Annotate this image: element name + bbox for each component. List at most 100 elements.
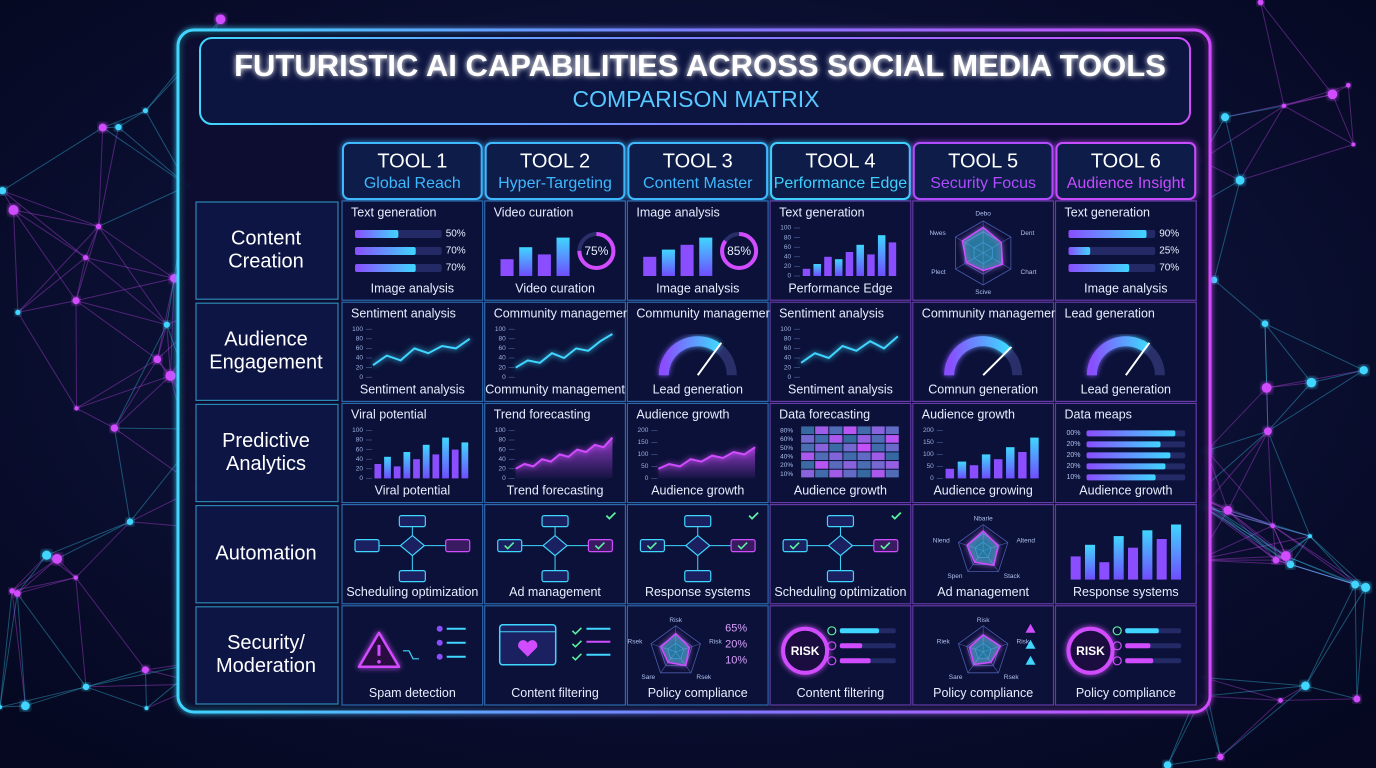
- network-node: [1280, 551, 1291, 561]
- bar: [1125, 643, 1151, 649]
- tool-focus: Audience Insight: [1067, 175, 1186, 192]
- cell-top-label: Data meaps: [1065, 408, 1132, 422]
- network-link: [1197, 559, 1291, 565]
- network-link: [1264, 323, 1312, 383]
- network-node: [1351, 580, 1360, 589]
- network-node: [9, 588, 15, 594]
- network-link: [75, 257, 87, 301]
- cell: [484, 200, 627, 301]
- cell-bottom-label: Audience growth: [794, 484, 887, 498]
- bar: [1125, 658, 1154, 664]
- radar-axis-label: Spen: [947, 573, 963, 580]
- heatmap-cell: [885, 443, 899, 452]
- row-label: Security/: [227, 632, 305, 654]
- network-link: [56, 521, 131, 560]
- note: 65%: [725, 623, 747, 635]
- mini-tick-label: 60: [356, 446, 364, 453]
- list-dot: [436, 653, 443, 660]
- network-link: [114, 375, 171, 429]
- flow-box: [826, 569, 855, 583]
- line: [657, 446, 756, 470]
- column: [1156, 539, 1167, 580]
- column: [500, 259, 514, 276]
- network-link: [75, 521, 131, 578]
- cell-bottom-label: Content filtering: [797, 686, 885, 700]
- bar: [1086, 463, 1166, 470]
- cell-top-label: Text generation: [779, 205, 865, 219]
- network-link: [2, 190, 86, 258]
- network-link: [1283, 105, 1354, 145]
- cell-top-label: Audience growth: [636, 408, 729, 422]
- mini-tick-label: 60: [784, 244, 792, 251]
- row-header: [195, 201, 339, 300]
- bar: [1125, 628, 1159, 634]
- radar-ring: [658, 634, 693, 667]
- flow-diamond: [542, 534, 568, 557]
- mini-tick-label: 0: [359, 475, 363, 482]
- cell-bottom-label: Image analysis: [1084, 281, 1167, 295]
- network-link: [1206, 430, 1269, 452]
- network-link: [76, 407, 115, 429]
- heatmap-cell: [871, 443, 885, 452]
- network-link: [1267, 382, 1312, 432]
- mini-tick-label: 20: [356, 364, 364, 371]
- bar: [1068, 247, 1091, 255]
- heatmap-cell: [857, 469, 871, 478]
- bar: [1068, 230, 1147, 238]
- mini-tick-label: 60: [498, 446, 506, 453]
- network-node: [1361, 582, 1371, 592]
- radar-axis-label: Debo: [975, 211, 991, 218]
- network-link: [12, 210, 19, 313]
- gauge-needle: [1125, 342, 1151, 376]
- heatmap-cell: [885, 461, 899, 469]
- tool-focus: Content Master: [643, 175, 753, 192]
- radar-ring: [650, 625, 701, 674]
- heatmap-cell: [885, 469, 899, 478]
- row-label: Predictive: [222, 430, 310, 452]
- column: [1084, 544, 1096, 580]
- column: [413, 459, 420, 479]
- network-link: [13, 209, 77, 301]
- bar: [1086, 452, 1171, 459]
- cell: [769, 200, 912, 301]
- cell: [484, 301, 627, 403]
- mini-tick-label: 200: [923, 427, 934, 434]
- heatmap-cell: [843, 443, 857, 452]
- column: [384, 456, 391, 479]
- row-label: 00%: [1067, 430, 1081, 437]
- network-link: [75, 300, 167, 326]
- cell-top-label: Image analysis: [636, 205, 719, 219]
- check: [571, 653, 582, 661]
- heatmap-cell: [829, 461, 843, 469]
- network-link: [75, 577, 146, 671]
- cell-bottom-label: Performance Edge: [788, 281, 892, 295]
- radar-axis-label: Nlend: [933, 538, 950, 545]
- mini-tick-label: 50: [641, 463, 649, 470]
- network-link: [1227, 509, 1311, 537]
- column: [867, 254, 875, 276]
- network-link: [1267, 431, 1274, 526]
- radar-axis-label: Altend: [1017, 538, 1036, 545]
- network-node: [0, 705, 3, 710]
- bar: [839, 628, 879, 634]
- network-link: [102, 127, 189, 187]
- cell-top-label: Community management: [922, 306, 1062, 320]
- cell-top-label: Audience growth: [922, 408, 1015, 422]
- cell: [626, 605, 769, 706]
- cell: [341, 402, 484, 504]
- network-link: [1197, 555, 1286, 561]
- network-link: [1167, 756, 1221, 766]
- column: [422, 444, 430, 479]
- cell-bottom-label: Sentiment analysis: [360, 382, 465, 396]
- mini-tick-label: 80: [784, 336, 792, 343]
- mini-tick-label: 100: [638, 451, 649, 458]
- mini-tick-label: 0: [930, 475, 934, 482]
- flow-diamond: [399, 534, 426, 557]
- mini-tick-label: 0: [502, 475, 506, 482]
- row-label: 20%: [1067, 441, 1081, 448]
- mini-tick-label: 60: [784, 345, 792, 352]
- network-node: [110, 424, 119, 432]
- mini-tick-label: 150: [638, 439, 649, 446]
- mini-tick-label: 20: [498, 466, 506, 473]
